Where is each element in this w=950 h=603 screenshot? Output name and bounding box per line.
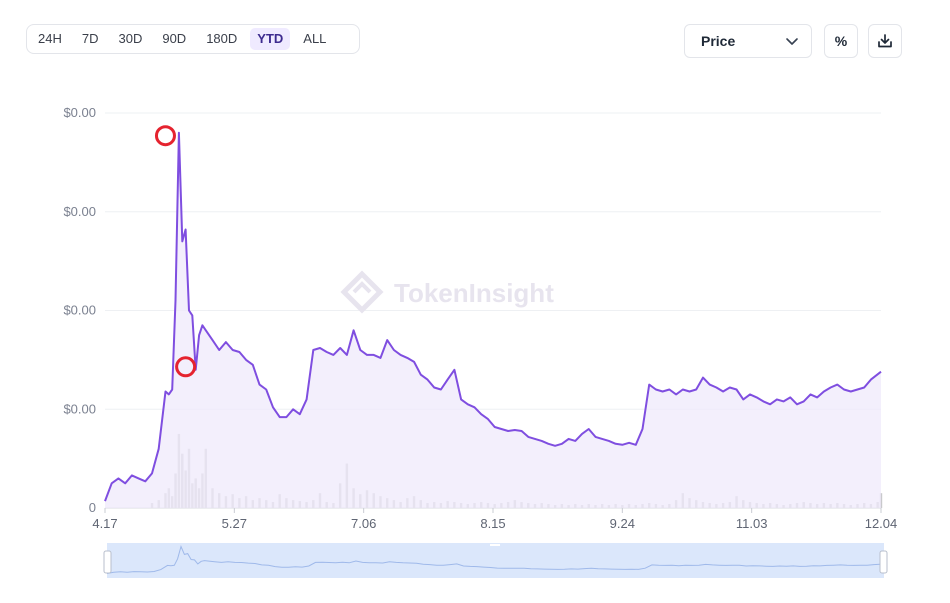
y-tick-label: $0.00: [63, 204, 96, 219]
watermark: TokenInsight: [340, 270, 554, 314]
y-tick-label: $0.00: [63, 105, 96, 120]
metric-select-value: Price: [701, 33, 736, 49]
navigator-handle-right[interactable]: [879, 550, 888, 574]
chevron-down-icon: [786, 38, 798, 45]
range-button-ytd[interactable]: YTD: [250, 28, 291, 50]
x-tick-label: 12.04: [865, 516, 898, 531]
highlight-circle: [175, 356, 197, 378]
x-axis-ticks: 4.17 5.27 7.06 8.15 9.24 11.03 12.04: [92, 508, 897, 531]
range-button-24h[interactable]: 24H: [38, 31, 62, 46]
watermark-text: TokenInsight: [394, 278, 554, 308]
range-button-7d[interactable]: 7D: [81, 31, 99, 46]
navigator-grip[interactable]: [490, 544, 500, 546]
x-tick-label: 7.06: [351, 516, 376, 531]
range-button-180d[interactable]: 180D: [206, 31, 238, 46]
x-tick-label: 8.15: [480, 516, 505, 531]
download-icon: [878, 34, 892, 48]
range-button-90d[interactable]: 90D: [162, 31, 187, 46]
navigator-handle-left[interactable]: [103, 550, 112, 574]
price-area: [105, 132, 881, 509]
x-tick-label: 9.24: [610, 516, 635, 531]
download-button[interactable]: [868, 24, 902, 58]
y-tick-label: $0.00: [63, 303, 96, 318]
x-tick-label: 4.17: [92, 516, 117, 531]
highlight-markers: [154, 125, 197, 378]
percent-toggle-button[interactable]: %: [824, 24, 858, 58]
tokeninsight-logo-icon: [340, 270, 384, 314]
price-line: [104, 131, 882, 502]
range-navigator[interactable]: [103, 543, 888, 578]
y-tick-label: $0.00: [63, 401, 96, 416]
navigator-background: [107, 543, 884, 578]
x-tick-label: 11.03: [736, 516, 768, 531]
percent-icon: %: [834, 33, 848, 49]
y-tick-label: 0: [89, 500, 96, 515]
navigator-line: [106, 544, 885, 574]
time-range-selector: 24H 7D 30D 90D 180D YTD ALL: [26, 24, 360, 54]
x-tick-label: 5.27: [222, 516, 247, 531]
metric-select[interactable]: Price: [684, 24, 812, 58]
range-button-30d[interactable]: 30D: [118, 31, 143, 46]
y-axis-ticks: 0 $0.00 $0.00 $0.00 $0.00: [63, 105, 96, 515]
range-button-all[interactable]: ALL: [303, 31, 327, 46]
highlight-circle: [154, 125, 176, 147]
